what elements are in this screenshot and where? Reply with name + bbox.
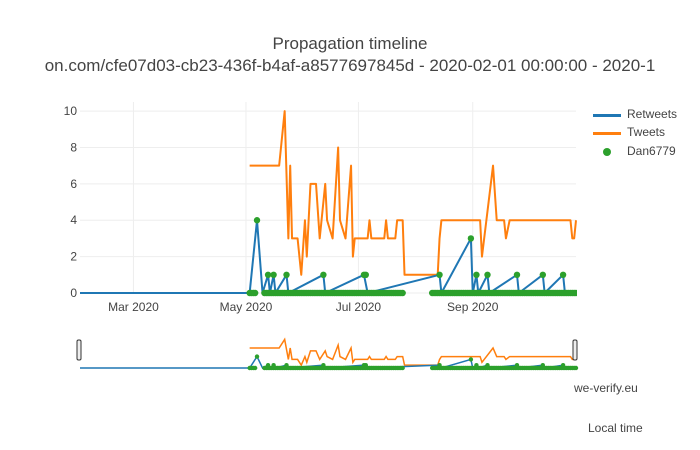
- marker-dan6779: [253, 217, 261, 224]
- marker-dan6779: [264, 271, 272, 279]
- series-line-tweets: [249, 110, 577, 276]
- legend-label-retweets: Retweets: [627, 107, 678, 121]
- marker-dan6779: [572, 289, 577, 297]
- x-axis-title: Local time: [588, 421, 643, 435]
- marker-dan6779: [320, 271, 327, 279]
- range-slider-handle-right[interactable]: [572, 339, 578, 361]
- y-tick-label: 8: [70, 140, 77, 154]
- x-tick-label: Jul 2020: [336, 300, 382, 314]
- y-tick-label: 2: [70, 250, 77, 264]
- legend-line-retweets: [593, 114, 621, 117]
- chart-title: Propagation timeline: [272, 34, 428, 53]
- marker-dan6779: [270, 271, 277, 279]
- y-tick-label: 0: [70, 286, 77, 300]
- y-tick-label: 4: [70, 213, 77, 227]
- x-tick-label: Sep 2020: [447, 300, 499, 314]
- x-tick-label: Mar 2020: [108, 300, 159, 314]
- y-tick-label: 10: [64, 104, 78, 118]
- legend-label-tweets: Tweets: [627, 125, 666, 139]
- range-slider-bg: [79, 335, 577, 371]
- legend-label-dan6779: Dan6779: [627, 144, 676, 158]
- plot-area: [80, 110, 577, 297]
- slider-line-tweets: [249, 337, 577, 367]
- y-tick-label: 6: [70, 177, 77, 191]
- marker-dan6779: [362, 271, 369, 279]
- x-tick-label: May 2020: [220, 300, 273, 314]
- chart-subtitle: on.com/cfe07d03-cb23-436f-b4af-a85776978…: [44, 56, 656, 75]
- marker-dan6779: [559, 271, 567, 279]
- slider-marker-dan6779: [573, 365, 579, 371]
- credit-text: we-verify.eu: [574, 381, 638, 395]
- marker-dan6779: [484, 271, 491, 279]
- marker-dan6779: [436, 271, 443, 279]
- slider-marker-dan6779: [252, 365, 258, 371]
- legend-line-tweets: [593, 132, 621, 135]
- marker-dan6779: [539, 271, 547, 279]
- marker-dan6779: [467, 235, 475, 242]
- slider-marker-dan6779: [400, 365, 405, 371]
- range-slider-handle-left[interactable]: [76, 339, 82, 361]
- marker-dan6779: [399, 289, 406, 297]
- marker-dan6779: [513, 271, 521, 279]
- slider-marker-dan6779: [468, 357, 474, 362]
- slider-marker-dan6779: [254, 354, 260, 359]
- marker-dan6779: [473, 271, 480, 279]
- marker-dan6779: [251, 289, 259, 297]
- marker-dan6779: [283, 271, 290, 279]
- legend-marker-dan6779: [603, 148, 611, 156]
